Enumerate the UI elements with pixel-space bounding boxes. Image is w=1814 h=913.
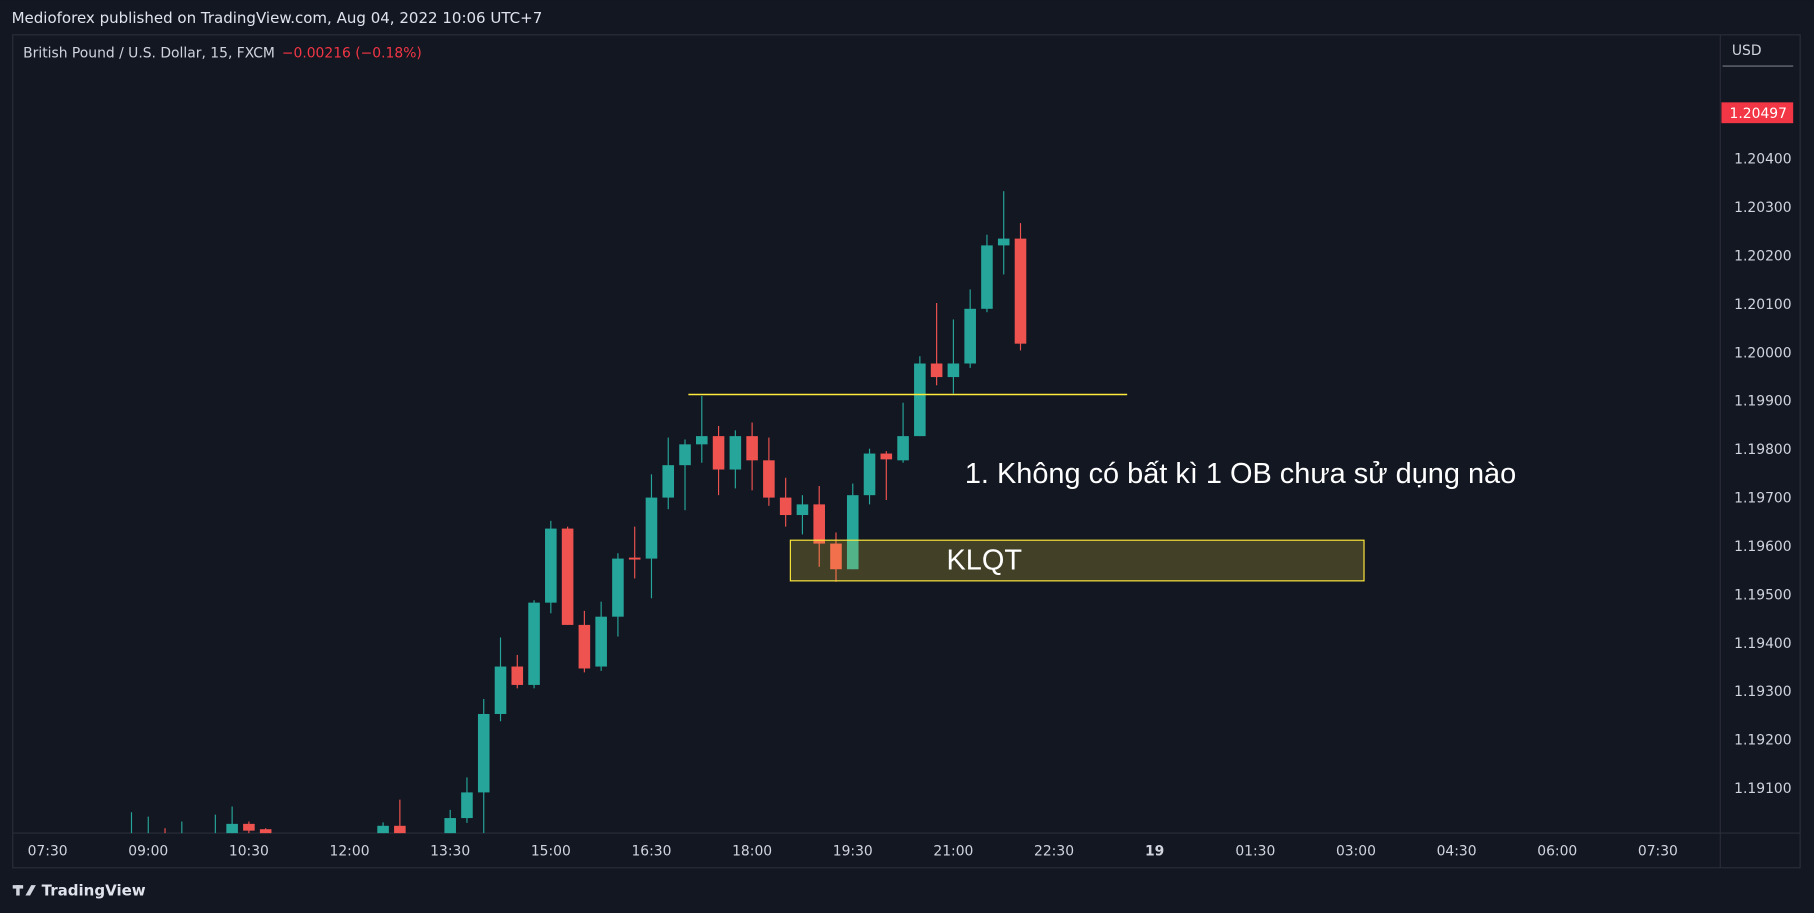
candle-body xyxy=(763,460,775,498)
candle-body xyxy=(846,495,859,570)
x-tick-label: 07:30 xyxy=(1638,844,1678,860)
x-tick-label: 21:00 xyxy=(933,844,973,860)
candle-body xyxy=(595,616,607,667)
x-tick-label: 19:30 xyxy=(833,844,873,860)
currency: USD xyxy=(1732,43,1762,59)
candle-body xyxy=(796,504,809,516)
candle-body xyxy=(679,444,691,466)
candle-body xyxy=(612,558,624,617)
last-price-box xyxy=(1721,102,1794,124)
x-tick-label: 03:00 xyxy=(1336,844,1376,860)
plot xyxy=(130,191,1365,834)
x-tick-label: 13:30 xyxy=(430,844,470,860)
candle-body xyxy=(578,624,591,669)
candle-body xyxy=(226,823,238,834)
x-tick-label: 04:30 xyxy=(1437,844,1477,860)
zone-label: KLQT xyxy=(947,544,1023,576)
candle-body xyxy=(1014,238,1027,344)
y-tick-label: 1.20000 xyxy=(1734,345,1791,361)
y-tick-label: 1.19400 xyxy=(1734,636,1791,652)
y-tick-label: 1.19600 xyxy=(1734,539,1791,555)
x-tick-label: 12:00 xyxy=(330,844,370,860)
y-tick-label: 1.19700 xyxy=(1734,491,1791,507)
y-tick-label: 1.19800 xyxy=(1734,442,1791,458)
candle-body xyxy=(696,436,708,445)
candle-body xyxy=(930,363,943,378)
candle-body xyxy=(729,436,742,470)
candle-body xyxy=(511,666,524,685)
candle-body xyxy=(545,528,557,603)
x-tick-label: 07:30 xyxy=(28,844,68,860)
x-tick-label: 18:00 xyxy=(732,844,772,860)
candle-body xyxy=(746,436,758,461)
x-tick-label: 06:00 xyxy=(1537,844,1577,860)
y-tick-label: 1.19200 xyxy=(1734,733,1791,749)
footer: TradingView xyxy=(42,881,146,899)
y-tick-label: 1.19500 xyxy=(1734,587,1791,603)
candle-body xyxy=(528,602,540,685)
candle-body xyxy=(377,825,389,834)
y-tick-label: 1.20100 xyxy=(1734,297,1791,313)
x-tick-label: 09:00 xyxy=(128,844,168,860)
y-tick-label: 1.19900 xyxy=(1734,394,1791,410)
candle-body xyxy=(561,528,574,625)
candle-body xyxy=(494,666,507,714)
candle-body xyxy=(997,238,1010,246)
candle-body xyxy=(712,436,725,470)
x-tick-label: 16:30 xyxy=(631,844,671,860)
candle-body xyxy=(947,363,960,378)
candle-body xyxy=(461,792,473,819)
candle-body xyxy=(830,543,842,570)
annotation: 1. Không có bất kì 1 OB chưa sử dụng nào xyxy=(965,458,1516,490)
y-tick-label: 1.19300 xyxy=(1734,684,1791,700)
candle-body xyxy=(259,829,272,834)
x-tick-label: 10:30 xyxy=(229,844,269,860)
x-tick-label: 22:30 xyxy=(1034,844,1074,860)
candle-body xyxy=(645,497,658,559)
candle-body xyxy=(444,818,456,834)
zone-box xyxy=(789,539,1365,582)
logo xyxy=(12,885,36,896)
candle-body xyxy=(779,497,792,516)
candle-body xyxy=(981,245,993,309)
y-tick-label: 1.20400 xyxy=(1734,152,1791,168)
frame xyxy=(12,34,1801,869)
candle-body xyxy=(914,363,926,437)
candle-body xyxy=(628,557,641,560)
candle-body xyxy=(880,453,893,460)
candle-body xyxy=(394,825,406,834)
y-tick-label: 1.20200 xyxy=(1734,249,1791,265)
last-price-label: 1.20497 xyxy=(1730,106,1787,122)
x-tick-label: 15:00 xyxy=(531,844,571,860)
header: Medioforex published on TradingView.com,… xyxy=(12,9,543,27)
candle-body xyxy=(813,504,825,544)
y-tick-label: 1.19100 xyxy=(1734,781,1791,797)
symbol: British Pound / U.S. Dollar, 15, FXCM xyxy=(23,45,275,61)
candle-body xyxy=(662,465,675,498)
x-tick-label: 01:30 xyxy=(1235,844,1275,860)
candle-body xyxy=(863,453,876,496)
change: −0.00216 (−0.18%) xyxy=(282,45,422,61)
candle-body xyxy=(897,436,909,461)
candle-body xyxy=(964,308,976,364)
candle-body xyxy=(477,713,490,793)
x-tick-label: 19 xyxy=(1145,844,1164,860)
y-tick-label: 1.20300 xyxy=(1734,200,1791,216)
candle-body xyxy=(243,823,255,831)
